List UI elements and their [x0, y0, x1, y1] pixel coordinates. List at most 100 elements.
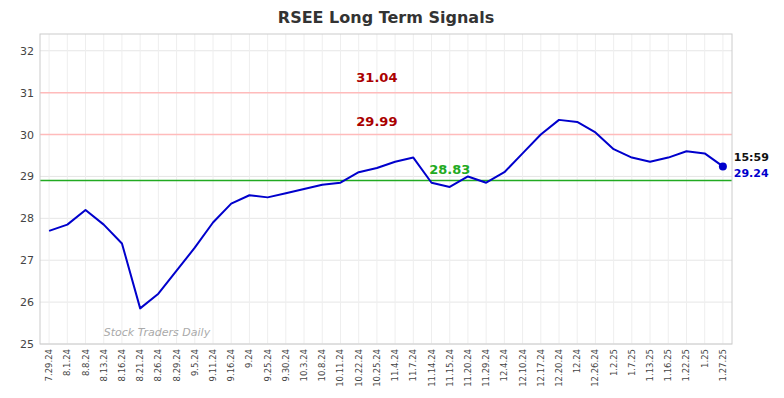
x-tick-label: 9.5.24 [190, 349, 200, 376]
grid-line-x [577, 34, 578, 344]
grid-line-x [431, 34, 432, 344]
background [0, 0, 784, 398]
x-tick-label: 1.27.25 [718, 349, 728, 381]
grid-line-x [540, 34, 541, 344]
reference-line [40, 134, 732, 136]
x-tick-label: 8.21.24 [135, 349, 145, 381]
grid-line-y [40, 302, 732, 303]
x-tick-label: 12.24 [572, 349, 582, 373]
grid-line-x [595, 34, 596, 344]
grid-line-x [103, 34, 104, 344]
grid-line-y [40, 260, 732, 261]
x-tick-label: 11.29.24 [481, 349, 491, 387]
grid-line-x [285, 34, 286, 344]
grid-line-x [231, 34, 232, 344]
grid-line-x [322, 34, 323, 344]
x-tick-label: 1.22.25 [681, 349, 691, 381]
x-tick-label: 1.2.25 [609, 349, 619, 376]
grid-line-x [413, 34, 414, 344]
reference-line [40, 92, 732, 94]
y-tick-label: 26 [20, 296, 34, 309]
grid-line-y [40, 218, 732, 219]
grid-line-x [668, 34, 669, 344]
x-tick-label: 12.4.24 [499, 349, 509, 381]
grid-line-x [140, 34, 141, 344]
title: RSEE Long Term Signals [278, 8, 494, 27]
x-tick-label: 12.17.24 [536, 349, 546, 387]
grid-line-x [504, 34, 505, 344]
grid-line-x [194, 34, 195, 344]
x-tick-label: 12.26.24 [590, 349, 600, 387]
grid-line-x [67, 34, 68, 344]
grid-line-y [40, 176, 732, 177]
annotations: 31.0429.9928.8315:5929.24 [356, 70, 769, 180]
grid-line-x [686, 34, 687, 344]
plot-frame [40, 34, 732, 344]
x-tick-label: 9.11.24 [208, 349, 218, 381]
annotation: 28.83 [429, 162, 470, 177]
grid-line-x [213, 34, 214, 344]
end-label: 29.24 [734, 167, 769, 180]
grid-line-x [267, 34, 268, 344]
y-tick-label: 30 [20, 129, 34, 142]
price-line [49, 120, 723, 309]
plot-area [40, 93, 732, 309]
grid-line-x [631, 34, 632, 344]
x-tick-label: 11.15.24 [445, 349, 455, 387]
y-tick-label: 31 [20, 87, 34, 100]
x-tick-label: 10.22.24 [354, 349, 364, 387]
annotation: 29.99 [356, 114, 397, 129]
x-tick-label: 8.8.24 [81, 349, 91, 376]
y-axis: 2526272829303132 [20, 45, 34, 351]
x-tick-label: 8.29.24 [172, 349, 182, 381]
x-tick-label: 10.11.24 [335, 349, 345, 387]
x-tick-label: 9.16.24 [226, 349, 236, 381]
x-tick-label: 11.4.24 [390, 349, 400, 381]
end-point [719, 162, 727, 170]
x-tick-label: 1.13.25 [645, 349, 655, 381]
x-tick-label: 11.20.24 [463, 349, 473, 387]
x-tick-label: 1.7.25 [627, 349, 637, 376]
x-tick-label: 11.7.24 [408, 349, 418, 381]
x-tick-label: 1.25 [700, 349, 710, 368]
x-tick-label: 10.8.24 [317, 349, 327, 381]
y-tick-label: 25 [20, 338, 34, 351]
grid-line-x [121, 34, 122, 344]
grid-line-x [249, 34, 250, 344]
grid-line-x [49, 34, 50, 344]
reference-line [40, 180, 732, 182]
x-tick-label: 8.1.24 [62, 349, 72, 376]
x-tick-label: 11.14.24 [427, 349, 437, 387]
y-tick-label: 32 [20, 45, 34, 58]
x-tick-label: 12.20.24 [554, 349, 564, 387]
grid-line-x [650, 34, 651, 344]
x-tick-label: 10.3.24 [299, 349, 309, 381]
x-tick-label: 9.25.24 [263, 349, 273, 381]
x-tick-label: 7.29.24 [44, 349, 54, 381]
grid-line-x [722, 34, 723, 344]
grid-line-x [467, 34, 468, 344]
grid-line-y [40, 134, 732, 135]
y-tick-label: 27 [20, 254, 34, 267]
x-axis: 7.29.248.1.248.8.248.13.248.16.248.21.24… [44, 349, 728, 387]
grid-line-x [449, 34, 450, 344]
x-tick-label: 9.24 [244, 349, 254, 368]
grid-line-x [522, 34, 523, 344]
x-tick-label: 10.25.24 [372, 349, 382, 387]
grid-line-x [158, 34, 159, 344]
x-tick-label: 8.13.24 [99, 349, 109, 381]
grid-line-y [40, 92, 732, 93]
grid-line-x [613, 34, 614, 344]
x-tick-label: 12.10.24 [518, 349, 528, 387]
x-tick-label: 9.30.24 [281, 349, 291, 381]
grid-line-x [704, 34, 705, 344]
watermark: Stock Traders Daily [104, 326, 211, 339]
x-tick-label: 1.16.25 [663, 349, 673, 381]
grid-line-y [40, 50, 732, 51]
grid [40, 34, 732, 344]
grid-line-x [176, 34, 177, 344]
x-tick-label: 8.26.24 [153, 349, 163, 381]
y-tick-label: 28 [20, 212, 34, 225]
grid-line-x [340, 34, 341, 344]
end-label: 15:59 [734, 151, 769, 164]
